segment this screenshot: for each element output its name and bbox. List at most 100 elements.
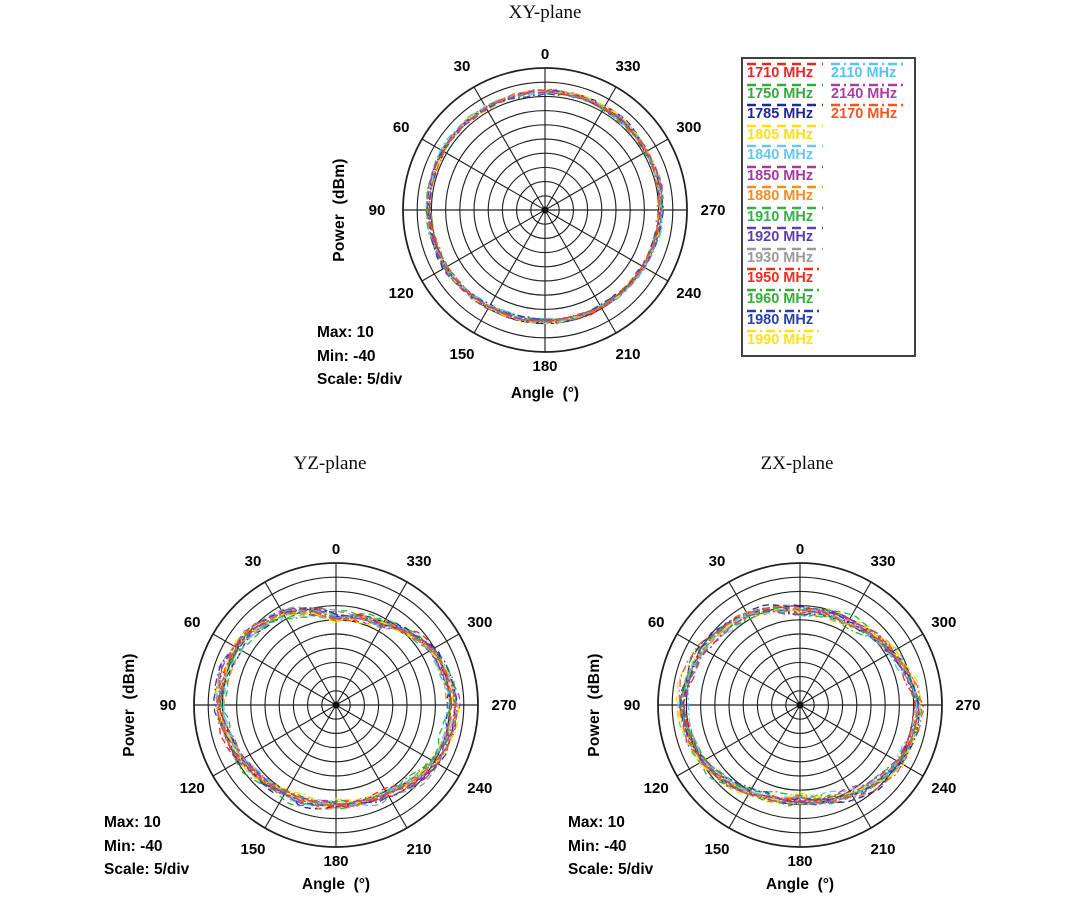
chart-title-zx: ZX-plane xyxy=(760,453,834,474)
trace-1990-mhz xyxy=(675,608,922,801)
angle-tick-270: 270 xyxy=(955,697,980,714)
grid-spoke xyxy=(799,704,872,829)
legend-entry-1990-mhz: 1990 MHz xyxy=(747,329,823,350)
grid-spoke xyxy=(799,581,872,706)
angle-tick-60: 60 xyxy=(648,614,665,631)
legend-label: 1805 MHz xyxy=(747,126,814,143)
angle-tick-90: 90 xyxy=(624,697,641,714)
angle-tick-240: 240 xyxy=(931,780,956,797)
angle-tick-270: 270 xyxy=(700,202,725,219)
legend-line-sample xyxy=(747,247,823,251)
grid-spoke xyxy=(335,581,408,706)
legend-entry-1930-mhz: 1930 MHz xyxy=(747,247,823,268)
chart-title-yz: YZ-plane xyxy=(293,453,367,474)
trace-2110-mhz xyxy=(686,608,918,805)
polar-plot-zx: 0 30 60 90 120 150 180 210 240 270 300 330 xyxy=(624,541,981,870)
legend-label: 1850 MHz xyxy=(747,167,814,184)
trace-2140-mhz xyxy=(214,608,457,806)
x-axis-label-xy: Angle (°) xyxy=(510,385,580,402)
angle-tick-60: 60 xyxy=(393,119,410,136)
angle-tick-30: 30 xyxy=(245,553,262,570)
scale-annotation-xy: Max: 10 Min: -40 Scale: 5/div xyxy=(317,321,402,392)
legend-entry-1880-mhz: 1880 MHz xyxy=(747,185,823,206)
legend-line-sample xyxy=(747,329,823,333)
grid-spoke xyxy=(264,704,337,829)
legend-label: 2140 MHz xyxy=(831,85,898,102)
legend-entry-1710-mhz: 1710 MHz xyxy=(747,62,823,83)
trace-2170-mhz xyxy=(216,610,458,807)
min-label: Min: -40 xyxy=(317,347,376,365)
grid-spoke xyxy=(544,209,669,282)
angle-tick-240: 240 xyxy=(467,780,492,797)
legend-entry-1840-mhz: 1840 MHz xyxy=(747,144,823,165)
legend-entry-1980-mhz: 1980 MHz xyxy=(747,309,823,330)
angle-tick-30: 30 xyxy=(709,553,726,570)
grid-spoke xyxy=(335,704,408,829)
angle-tick-330: 330 xyxy=(406,553,431,570)
frequency-legend: 1710 MHz 1750 MHz 1785 MHz 1805 MHz 1840 MHz… xyxy=(741,57,916,357)
grid-spoke xyxy=(335,704,460,777)
polar-center-dot xyxy=(332,701,340,709)
trace-1850-mhz xyxy=(427,89,664,323)
grid-spoke xyxy=(421,209,546,282)
legend-label: 1920 MHz xyxy=(747,229,814,246)
angle-tick-180: 180 xyxy=(323,853,348,870)
legend-label: 1750 MHz xyxy=(747,85,814,102)
legend-entry-1960-mhz: 1960 MHz xyxy=(747,288,823,309)
angle-tick-210: 210 xyxy=(870,841,895,858)
grid-spoke xyxy=(264,581,337,706)
trace-2170-mhz xyxy=(428,89,660,324)
grid-spoke xyxy=(676,704,801,777)
trace-1910-mhz xyxy=(219,609,452,807)
legend-entry-2170-mhz: 2170 MHz xyxy=(831,103,907,124)
legend-line-sample xyxy=(747,206,823,210)
angle-tick-270: 270 xyxy=(491,697,516,714)
angle-tick-180: 180 xyxy=(532,358,557,375)
legend-line-sample xyxy=(747,124,823,127)
angle-tick-300: 300 xyxy=(467,614,492,631)
max-label: Max: 10 xyxy=(317,324,374,341)
angle-tick-60: 60 xyxy=(184,614,201,631)
scale-label: Scale: 5/div xyxy=(568,861,654,878)
scale-label: Scale: 5/div xyxy=(317,371,403,388)
angle-tick-30: 30 xyxy=(454,58,471,75)
legend-label: 1960 MHz xyxy=(747,291,814,308)
x-axis-label-zx: Angle (°) xyxy=(765,876,835,893)
legend-label: 1950 MHz xyxy=(747,270,814,287)
trace-2140-mhz xyxy=(683,609,920,803)
legend-line-sample xyxy=(747,186,823,189)
angle-tick-90: 90 xyxy=(369,202,386,219)
legend-label: 1840 MHz xyxy=(747,147,814,164)
grid-spoke xyxy=(799,633,924,706)
legend-line-sample xyxy=(831,103,907,107)
legend-label: 2170 MHz xyxy=(831,106,898,123)
scale-annotation-zx: Max: 10 Min: -40 Scale: 5/div xyxy=(568,811,653,882)
angle-tick-300: 300 xyxy=(676,119,701,136)
angle-tick-0: 0 xyxy=(541,46,549,63)
angle-tick-240: 240 xyxy=(676,285,701,302)
trace-1785-mhz xyxy=(217,606,450,810)
angle-tick-120: 120 xyxy=(180,780,205,797)
legend-label: 1880 MHz xyxy=(747,188,814,205)
x-axis-label-yz: Angle (°) xyxy=(301,876,371,893)
legend-column-left: 1710 MHz 1750 MHz 1785 MHz 1805 MHz 1840 MHz… xyxy=(747,62,823,350)
polar-center-dot xyxy=(796,701,804,709)
trace-2110-mhz xyxy=(426,91,663,324)
chart-title-xy: XY-plane xyxy=(508,2,582,23)
angle-tick-180: 180 xyxy=(787,853,812,870)
legend-entry-1910-mhz: 1910 MHz xyxy=(747,206,823,227)
legend-line-sample xyxy=(831,62,907,66)
trace-1805-mhz xyxy=(678,607,922,805)
legend-entry-1920-mhz: 1920 MHz xyxy=(747,226,823,247)
legend-entry-1750-mhz: 1750 MHz xyxy=(747,83,823,104)
legend-line-sample xyxy=(747,309,823,312)
legend-entry-1785-mhz: 1785 MHz xyxy=(747,103,823,124)
legend-label: 1785 MHz xyxy=(747,106,814,123)
legend-line-sample xyxy=(747,144,823,148)
legend-entry-1850-mhz: 1850 MHz xyxy=(747,165,823,186)
angle-tick-0: 0 xyxy=(332,541,340,558)
grid-spoke xyxy=(544,209,617,334)
angle-tick-90: 90 xyxy=(160,697,177,714)
min-label: Min: -40 xyxy=(104,837,163,855)
